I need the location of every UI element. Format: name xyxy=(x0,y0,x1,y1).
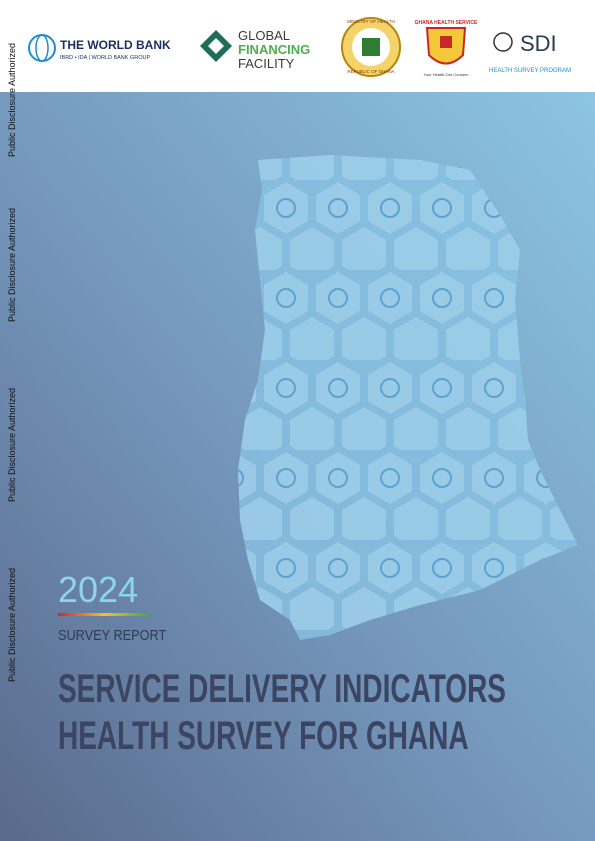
logo-text: FACILITY xyxy=(238,56,295,71)
side-label: Public Disclosure Authorized xyxy=(7,388,17,502)
ghana-map xyxy=(238,155,578,640)
year: 2024 xyxy=(58,569,138,610)
side-label: Public Disclosure Authorized xyxy=(7,208,17,322)
logo-text: IBRD • IDA | WORLD BANK GROUP xyxy=(60,55,150,61)
logo-text: HEALTH SURVEY PROGRAM xyxy=(489,68,571,74)
rainbow-rule xyxy=(58,613,151,616)
kicker: SURVEY REPORT xyxy=(58,626,167,643)
logo-text: FINANCING xyxy=(238,42,310,57)
world-bank-logo: THE WORLD BANK IBRD • IDA | WORLD BANK G… xyxy=(28,34,171,62)
logo-text: Your Health-Our Concern xyxy=(424,72,469,77)
seal-text: REPUBLIC OF GHANA xyxy=(347,69,394,74)
ministry-seal: MINISTRY OF HEALTH REPUBLIC OF GHANA xyxy=(341,17,401,77)
gff-logo: GLOBAL FINANCING FACILITY xyxy=(200,28,310,71)
logo-text: THE WORLD BANK xyxy=(60,38,171,52)
side-label: Public Disclosure Authorized xyxy=(7,43,17,157)
ghs-logo: GHANA HEALTH SERVICE Your Health-Our Con… xyxy=(415,20,478,77)
logo-text: GLOBAL xyxy=(238,28,290,43)
logo-band xyxy=(0,0,595,92)
seal-text: MINISTRY OF HEALTH xyxy=(347,19,395,24)
side-label: Public Disclosure Authorized xyxy=(7,568,17,682)
title: SERVICE DELIVERY INDICATORS xyxy=(58,667,506,711)
logo-text: GHANA HEALTH SERVICE xyxy=(415,20,478,26)
logo-text: SDI xyxy=(520,31,557,56)
sdi-logo: SDI HEALTH SURVEY PROGRAM xyxy=(489,31,571,74)
title: HEALTH SURVEY FOR GHANA xyxy=(58,714,469,758)
